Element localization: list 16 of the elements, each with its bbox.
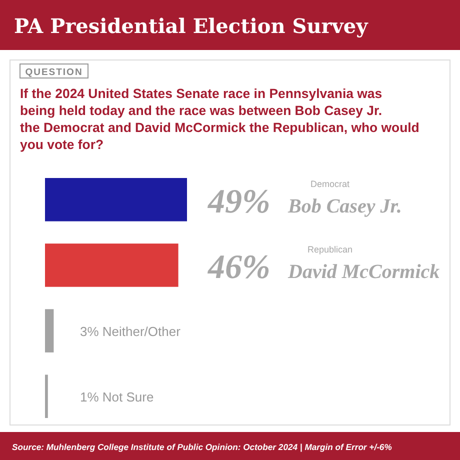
data-label: 46% <box>207 249 270 286</box>
text: If the 2024 United States Senate race in Pennsylvania was being held today and the race was between Bob Casey Jr. the Democrat and David McCormick the Republican, who would you vote for? <box>20 86 420 152</box>
data-label: 49% <box>207 184 270 221</box>
text: Democrat <box>310 179 350 189</box>
bar <box>45 374 48 418</box>
y-tick-label: Bob Casey Jr. <box>287 196 402 218</box>
text: Republican <box>307 244 353 255</box>
bar <box>45 244 178 287</box>
text: QUESTION <box>25 67 83 78</box>
y-tick-label: David McCormick <box>287 261 440 284</box>
source-note: Source: Muhlenberg College Institute of Public Opinion: October 2024 | Margin of Error +/-6% <box>12 442 392 452</box>
bar <box>45 309 54 352</box>
chart-title: PA Presidential Election Survey <box>14 14 370 38</box>
text: 3% Neither/Other <box>80 324 180 339</box>
bar <box>45 178 187 222</box>
text: 1% Not Sure <box>80 389 154 404</box>
